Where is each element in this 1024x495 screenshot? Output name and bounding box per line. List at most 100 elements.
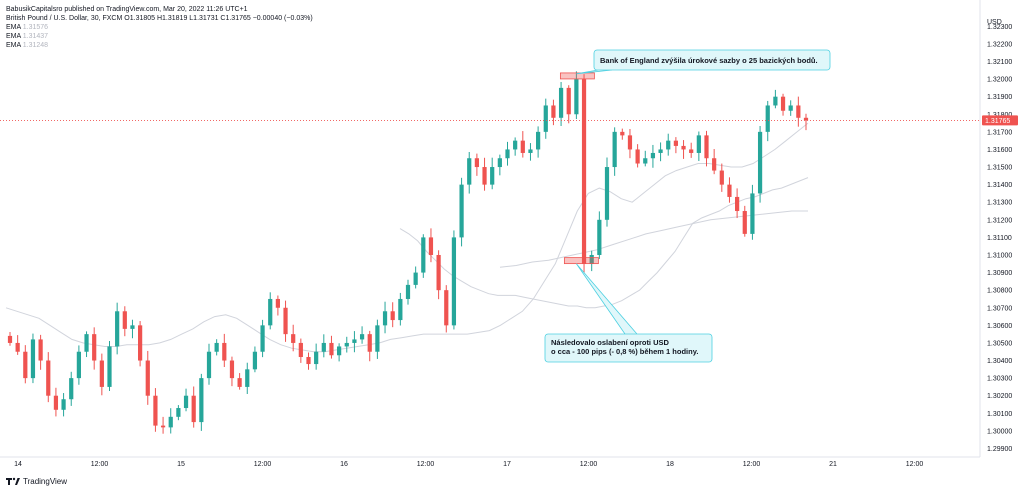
candle-body (673, 140, 678, 146)
candle (130, 319, 135, 339)
candle-body (390, 311, 395, 321)
candle-body (773, 96, 778, 106)
candle-body (436, 254, 441, 291)
candle (352, 331, 357, 353)
candle (107, 340, 112, 391)
indicator-ema-2[interactable]: EMA 1.31437 (6, 32, 313, 41)
x-tick-label: 14 (14, 461, 22, 468)
y-tick-label: 1.30500 (987, 340, 1012, 347)
candle-body (145, 360, 150, 396)
candle (30, 333, 36, 384)
candle (620, 128, 625, 140)
candle-body (589, 254, 594, 264)
candle (283, 300, 288, 342)
candle (183, 388, 189, 412)
candle (321, 334, 326, 358)
candle-body (658, 149, 663, 153)
candle (122, 306, 127, 337)
candle (229, 356, 235, 387)
callout-text-bottom-line: o cca - 100 pips (- 0,8 %) během 1 hodin… (551, 347, 698, 356)
y-tick-label: 1.30200 (987, 393, 1012, 400)
tradingview-logo-icon (6, 477, 20, 485)
candle (329, 335, 334, 359)
y-tick-label: 1.30800 (987, 288, 1012, 295)
candle (382, 301, 388, 334)
candle (38, 334, 43, 370)
candle-body (612, 131, 617, 168)
candle (252, 346, 258, 373)
candle (589, 250, 594, 272)
candle-body (604, 167, 610, 220)
candle (428, 228, 434, 263)
indicator-ema-3[interactable]: EMA 1.31248 (6, 41, 313, 50)
candle-body (405, 284, 411, 299)
candle-body (245, 369, 250, 387)
candle-body (689, 149, 694, 153)
candle-body (788, 105, 793, 111)
currency-label: USD (987, 19, 1002, 26)
candle-body (268, 298, 273, 326)
candle (138, 321, 143, 367)
candle (405, 279, 411, 305)
ema-line (399, 177, 809, 309)
indicator-ema-1[interactable]: EMA 1.31576 (6, 23, 313, 32)
y-tick-label: 1.30100 (987, 411, 1012, 418)
candle-body (398, 298, 403, 321)
candle-body (15, 342, 20, 352)
candle-body (222, 342, 227, 361)
candle (467, 151, 472, 194)
candle (780, 93, 786, 116)
y-tick-label: 1.31300 (987, 200, 1012, 207)
candle (712, 149, 717, 175)
candle (245, 362, 250, 394)
candle (689, 142, 694, 158)
candle (206, 343, 212, 385)
candle (497, 154, 502, 176)
candle (612, 127, 617, 176)
candle-body (627, 135, 633, 150)
candle-body (237, 378, 242, 387)
candle (543, 98, 548, 139)
candle (153, 388, 158, 432)
candle-body (344, 342, 349, 347)
candle-body (115, 311, 120, 347)
candle (727, 177, 732, 203)
candle (160, 416, 166, 434)
indicator-name: EMA (6, 24, 21, 31)
candle-body (428, 237, 434, 255)
candle (15, 335, 20, 355)
candle (704, 130, 709, 167)
candle-body (712, 158, 717, 171)
candle-body (558, 87, 564, 118)
candle (444, 285, 449, 333)
candle-body (130, 325, 135, 329)
indicator-value: 1.31248 (22, 42, 49, 49)
y-tick-label: 1.32200 (987, 41, 1012, 48)
candle (390, 302, 395, 328)
candle-body (543, 105, 548, 132)
candle (765, 100, 770, 142)
candle (214, 339, 219, 356)
candle-body (260, 325, 265, 352)
candle-body (459, 184, 464, 238)
candle-body (107, 346, 112, 387)
indicator-value: 1.31576 (22, 24, 49, 31)
x-tick-label: 12:00 (743, 461, 761, 468)
candle-body (444, 290, 449, 326)
candle (421, 234, 426, 278)
candle-body (61, 399, 66, 410)
candle-body (153, 395, 158, 426)
last-price-label: 1.31765 (985, 118, 1010, 125)
callout-box-bottom (544, 333, 713, 363)
candle (413, 266, 418, 289)
candle (314, 343, 319, 370)
candle (643, 150, 648, 167)
candle-body (76, 351, 81, 379)
candle (635, 144, 640, 168)
candle (115, 302, 120, 355)
callout-pointer-bottom (576, 263, 638, 335)
candle (536, 126, 541, 158)
candle (344, 336, 349, 353)
